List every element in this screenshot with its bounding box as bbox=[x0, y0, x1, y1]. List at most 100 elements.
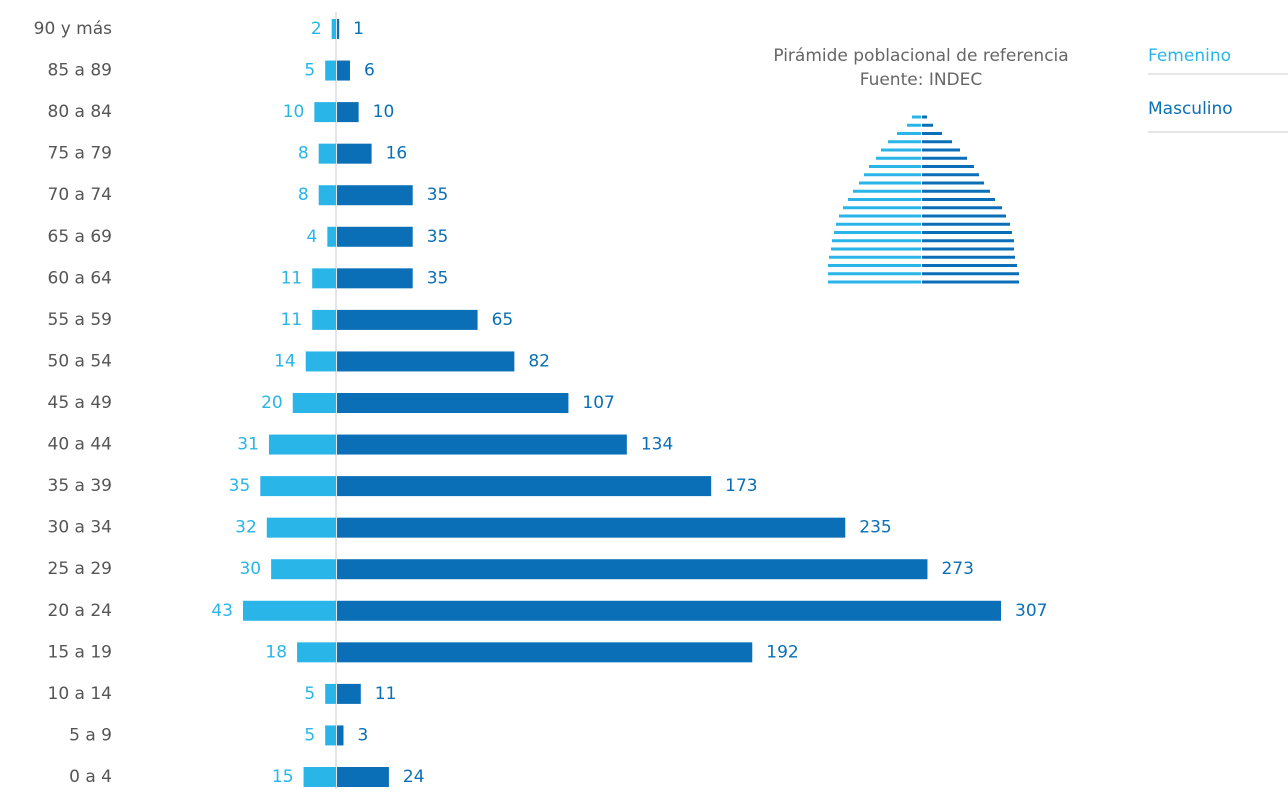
bar bbox=[314, 102, 336, 123]
data-label: 14 bbox=[274, 351, 296, 371]
bar bbox=[337, 268, 413, 289]
category-label: 60 a 64 bbox=[48, 268, 113, 288]
category-label: 30 a 34 bbox=[48, 518, 113, 538]
category-label: 75 a 79 bbox=[48, 144, 113, 164]
bar bbox=[266, 517, 336, 538]
bar bbox=[303, 767, 336, 787]
reference-bar bbox=[897, 132, 921, 135]
bar bbox=[337, 102, 359, 123]
reference-bar bbox=[859, 181, 921, 185]
bar bbox=[325, 683, 336, 704]
reference-bar bbox=[881, 148, 921, 152]
bar bbox=[337, 309, 478, 330]
data-label: 11 bbox=[375, 684, 397, 704]
reference-bar bbox=[922, 140, 952, 144]
reference-bar bbox=[922, 198, 995, 201]
bar bbox=[337, 559, 928, 580]
reference-bar bbox=[829, 255, 921, 259]
data-label: 3 bbox=[357, 725, 368, 745]
data-label: 4 bbox=[307, 227, 318, 247]
category-label: 0 a 4 bbox=[69, 767, 112, 787]
reference-bar bbox=[912, 115, 921, 119]
bar bbox=[312, 309, 336, 330]
data-label: 32 bbox=[235, 518, 257, 538]
category-label: 45 a 49 bbox=[48, 393, 113, 413]
bar bbox=[337, 767, 389, 787]
category-label: 50 a 54 bbox=[48, 351, 113, 371]
bar bbox=[312, 268, 336, 289]
bar bbox=[318, 185, 336, 206]
data-label: 35 bbox=[427, 227, 449, 247]
data-label: 20 bbox=[261, 393, 283, 413]
bar bbox=[337, 226, 413, 247]
reference-bar bbox=[922, 173, 979, 177]
data-label: 16 bbox=[386, 144, 408, 164]
reference-title: Pirámide poblacional de referencia bbox=[773, 46, 1068, 66]
reference-bar bbox=[922, 165, 974, 168]
bar bbox=[305, 351, 336, 372]
bar bbox=[327, 226, 336, 247]
reference-bar bbox=[922, 115, 927, 119]
data-label: 15 bbox=[272, 767, 294, 787]
bar bbox=[297, 642, 336, 663]
data-label: 8 bbox=[298, 185, 309, 205]
category-label: 15 a 19 bbox=[48, 642, 113, 662]
data-label: 24 bbox=[403, 767, 425, 787]
reference-bar bbox=[828, 272, 921, 276]
bar bbox=[337, 60, 350, 81]
bar bbox=[331, 19, 336, 39]
data-label: 43 bbox=[211, 601, 233, 621]
reference-bar bbox=[828, 280, 921, 284]
data-label: 273 bbox=[941, 559, 973, 579]
data-label: 35 bbox=[427, 185, 449, 205]
bar bbox=[271, 559, 336, 580]
bar bbox=[337, 393, 569, 413]
legend-label: Masculino bbox=[1148, 99, 1233, 119]
data-label: 1 bbox=[353, 19, 364, 39]
reference-bar bbox=[922, 181, 984, 185]
data-label: 2 bbox=[311, 19, 322, 39]
reference-bar bbox=[922, 272, 1019, 276]
reference-bar bbox=[922, 231, 1012, 234]
bar bbox=[337, 19, 340, 39]
bar bbox=[325, 60, 336, 81]
category-label: 25 a 29 bbox=[48, 559, 113, 579]
category-label: 10 a 14 bbox=[48, 684, 113, 704]
reference-bar bbox=[922, 239, 1014, 243]
data-label: 8 bbox=[298, 144, 309, 164]
reference-bar bbox=[832, 239, 921, 243]
bar bbox=[337, 725, 344, 746]
data-label: 35 bbox=[229, 476, 251, 496]
bar bbox=[337, 143, 372, 164]
bar bbox=[292, 393, 336, 413]
data-label: 11 bbox=[281, 268, 303, 288]
reference-bar bbox=[922, 148, 960, 152]
data-label: 65 bbox=[492, 310, 514, 330]
reference-bar bbox=[831, 247, 921, 251]
reference-bar bbox=[922, 156, 967, 160]
reference-bar bbox=[922, 280, 1019, 284]
data-label: 6 bbox=[364, 61, 375, 81]
bar bbox=[337, 476, 712, 497]
reference-bar bbox=[836, 222, 921, 226]
reference-bar bbox=[888, 140, 921, 144]
category-label: 20 a 24 bbox=[48, 601, 113, 621]
data-label: 5 bbox=[304, 684, 315, 704]
data-label: 5 bbox=[304, 725, 315, 745]
data-label: 107 bbox=[582, 393, 614, 413]
reference-bar bbox=[922, 255, 1015, 259]
data-label: 134 bbox=[641, 435, 673, 455]
bar bbox=[260, 476, 336, 497]
reference-bar bbox=[853, 189, 921, 193]
data-label: 173 bbox=[725, 476, 757, 496]
bar bbox=[337, 185, 413, 206]
reference-bar bbox=[922, 189, 990, 193]
reference-bar bbox=[922, 206, 1002, 210]
data-label: 307 bbox=[1015, 601, 1047, 621]
reference-bar bbox=[828, 264, 921, 267]
reference-bar bbox=[864, 173, 921, 177]
data-label: 82 bbox=[528, 351, 550, 371]
reference-bar bbox=[876, 156, 921, 160]
bar bbox=[337, 517, 846, 538]
data-label: 11 bbox=[281, 310, 303, 330]
